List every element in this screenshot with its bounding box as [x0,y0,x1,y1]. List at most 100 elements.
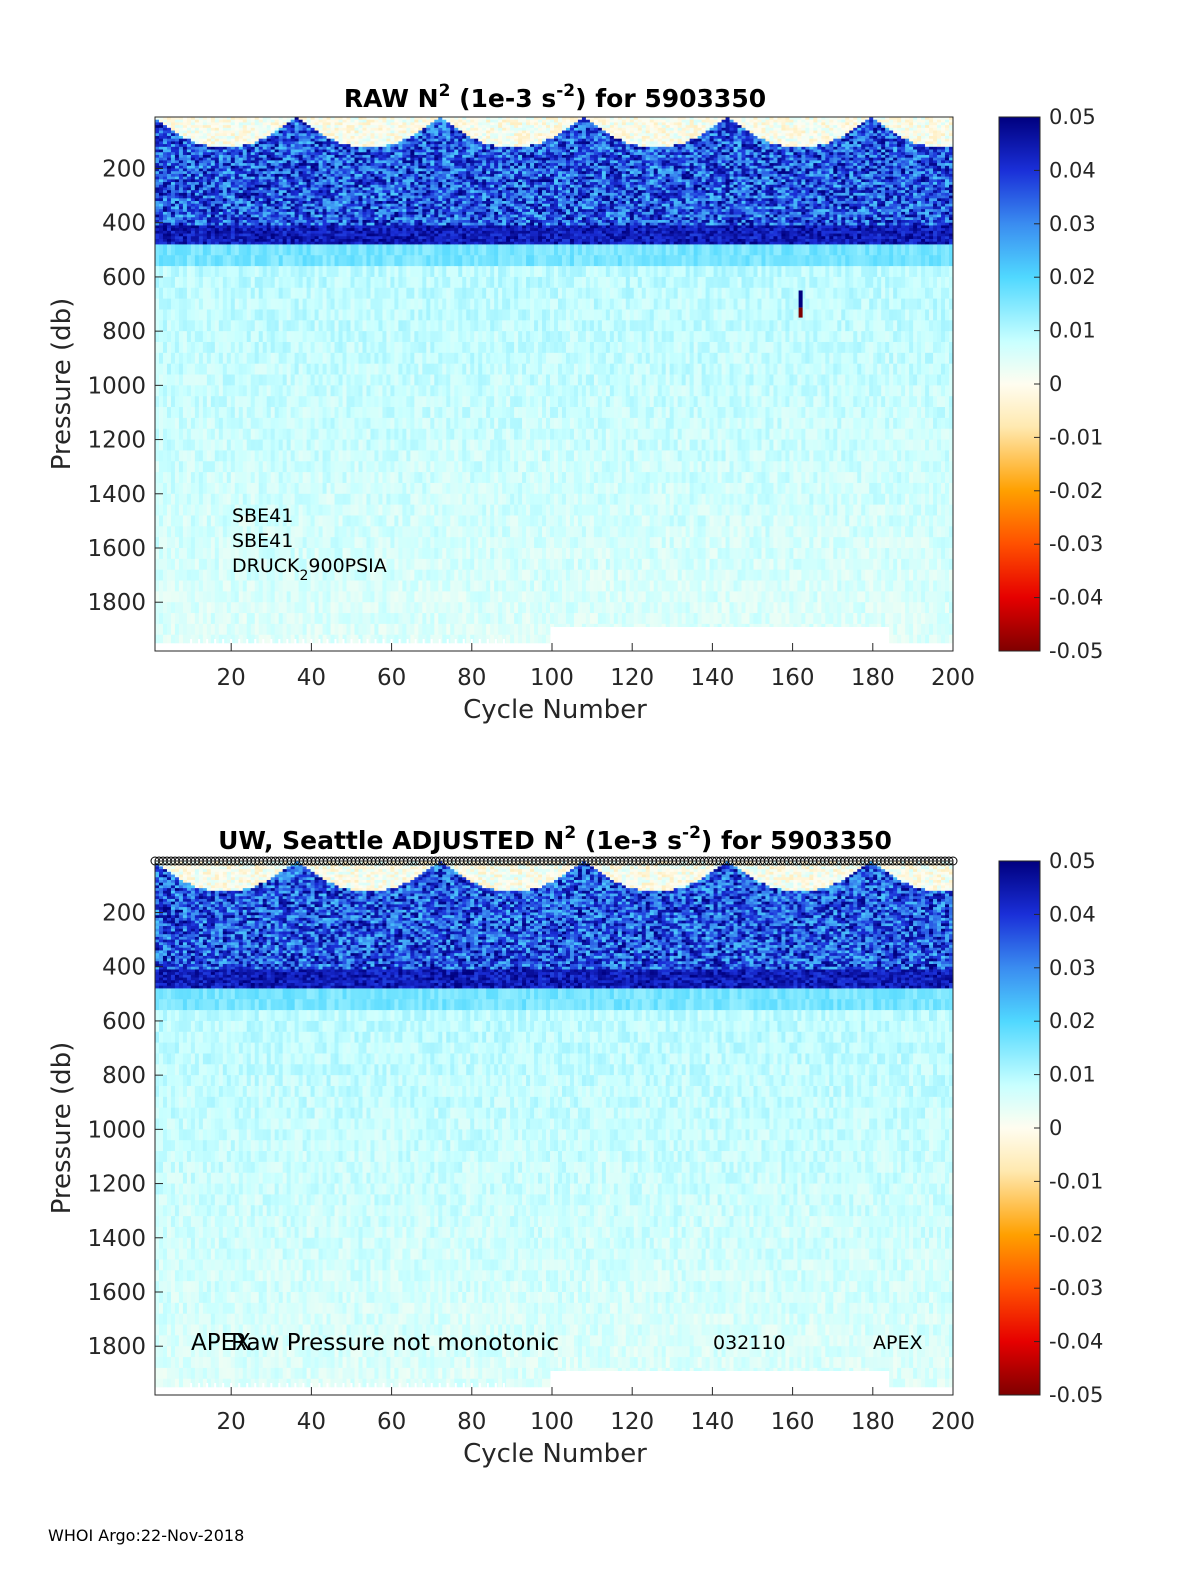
heat-cell [358,163,362,166]
heat-cell [163,505,167,516]
heat-cell [203,174,207,177]
heat-cell [163,139,167,142]
heat-cell [259,131,263,134]
heat-cell [211,223,215,226]
heat-cell [319,128,323,131]
heat-cell [183,581,187,592]
heat-cell [247,277,251,288]
heat-cell [331,537,335,548]
heat-cell [327,144,331,147]
heat-cell [227,461,231,472]
heat-cell [390,215,394,218]
heat-cell [386,353,390,364]
heat-cell [307,206,311,209]
heat-cell [295,136,299,139]
heat-cell [159,526,163,537]
heat-cell [295,141,299,144]
heat-cell [303,198,307,201]
heat-cell [327,526,331,537]
heat-cell [335,299,339,310]
heat-cell [231,407,235,418]
heat-cell [179,288,183,299]
heat-cell [227,591,231,602]
heat-cell [227,231,231,234]
heat-cell [183,548,187,559]
heat-cell [355,182,359,185]
heat-cell [378,242,382,245]
heat-cell [323,591,327,602]
heat-cell [351,193,355,196]
heat-cell [287,353,291,364]
heat-cell [207,206,211,209]
heat-cell [287,136,291,139]
heat-cell [187,193,191,196]
heat-cell [303,239,307,242]
heat-cell [291,239,295,242]
heat-cell [271,228,275,231]
heat-cell [386,505,390,516]
heat-cell [171,209,175,212]
heat-cell [231,472,235,483]
heat-cell [263,174,267,177]
heat-cell [343,624,347,635]
heat-cell [386,174,390,177]
heat-cell [179,163,183,166]
heat-cell [382,342,386,353]
heat-cell [275,128,279,131]
heat-cell [299,320,303,331]
heat-cell [307,174,311,177]
heat-cell [366,169,370,172]
heat-cell [295,166,299,169]
heat-cell [390,206,394,209]
heat-cell [215,242,219,245]
heat-cell [155,201,159,204]
heat-cell [378,139,382,142]
heat-cell [315,505,319,516]
heat-cell [199,255,203,266]
heat-cell [295,613,299,624]
heat-cell [167,505,171,516]
heat-cell [343,266,347,277]
heat-cell [179,429,183,440]
heat-cell [251,320,255,331]
heat-cell [358,375,362,386]
heat-cell [299,385,303,396]
heat-cell [386,136,390,139]
heat-cell [199,244,203,255]
heat-cell [299,236,303,239]
heat-cell [374,364,378,375]
heat-cell [351,277,355,288]
heat-cell [263,613,267,624]
heat-cell [279,163,283,166]
heat-cell [215,526,219,537]
heat-cell [195,209,199,212]
heat-cell [195,299,199,310]
heat-cell [223,169,227,172]
heat-cell [307,299,311,310]
heat-cell [215,217,219,220]
heat-cell [259,169,263,172]
heat-cell [299,139,303,142]
heat-cell [175,396,179,407]
heat-cell [283,185,287,188]
heat-cell [251,125,255,128]
heat-cell [311,225,315,228]
heat-cell [231,163,235,166]
heat-cell [195,364,199,375]
heat-cell [179,223,183,226]
heat-cell [366,155,370,158]
heat-cell [343,204,347,207]
heat-cell [179,152,183,155]
heat-cell [251,450,255,461]
heat-cell [347,128,351,131]
heat-cell [203,450,207,461]
heat-cell [231,299,235,310]
heat-cell [303,331,307,342]
heat-cell [299,215,303,218]
heat-cell [382,385,386,396]
heat-cell [243,591,247,602]
heat-cell [179,515,183,526]
heat-cell [235,160,239,163]
heat-cell [382,196,386,199]
heat-cell [183,185,187,188]
